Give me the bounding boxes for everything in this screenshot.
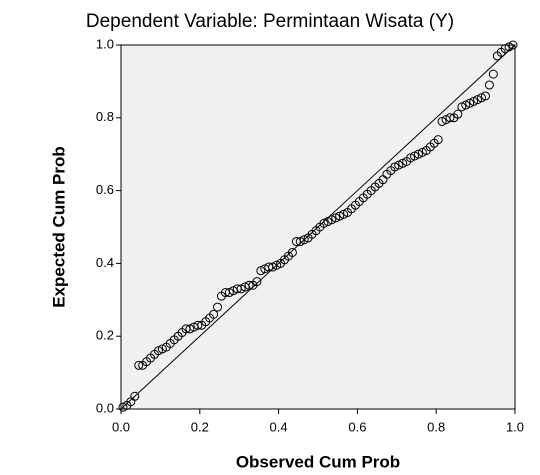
point: [457, 102, 467, 112]
point: [287, 247, 297, 257]
point: [339, 209, 349, 219]
x-tick-label: 0.4: [270, 419, 288, 434]
point: [295, 237, 305, 247]
point: [331, 213, 341, 223]
point: [213, 302, 223, 312]
point: [508, 40, 518, 50]
point: [406, 153, 416, 163]
point: [484, 80, 494, 90]
point: [252, 277, 262, 287]
point: [480, 91, 490, 101]
point: [327, 215, 337, 225]
point: [236, 284, 246, 294]
point: [473, 95, 483, 105]
y-tick-label: 0.4: [96, 255, 114, 270]
point: [453, 109, 463, 119]
point: [268, 262, 278, 272]
point: [209, 309, 219, 319]
point: [335, 211, 345, 221]
point: [224, 288, 234, 298]
point: [193, 320, 203, 330]
point: [417, 147, 427, 157]
x-tick-label: 1.0: [506, 419, 524, 434]
point: [390, 162, 400, 172]
point: [153, 346, 163, 356]
point: [465, 98, 475, 108]
point: [437, 116, 447, 126]
chart-title: Dependent Variable: Permintaan Wisata (Y…: [86, 11, 454, 32]
point: [134, 360, 144, 370]
x-tick-label: 0.8: [427, 419, 445, 434]
point: [244, 280, 254, 290]
point: [500, 44, 510, 54]
y-tick-label: 0.2: [96, 328, 114, 343]
y-axis-title: Expected Cum Prob: [49, 146, 68, 308]
point: [477, 93, 487, 103]
point: [299, 235, 309, 245]
point: [488, 69, 498, 79]
point: [256, 266, 266, 276]
point: [185, 324, 195, 334]
point: [410, 151, 420, 161]
x-tick-label: 0.6: [348, 419, 366, 434]
x-tick-label: 0.2: [191, 419, 209, 434]
x-tick-label: 0.0: [112, 419, 130, 434]
point: [398, 158, 408, 168]
point: [323, 217, 333, 227]
point: [469, 96, 479, 106]
point: [433, 135, 443, 145]
y-tick-label: 0.6: [96, 182, 114, 197]
x-axis-title: Observed Cum Prob: [236, 452, 400, 471]
y-tick-label: 0.8: [96, 109, 114, 124]
point: [394, 160, 404, 170]
point: [504, 42, 514, 52]
point: [445, 113, 455, 123]
point: [157, 344, 167, 354]
point: [130, 391, 140, 401]
y-tick-label: 1.0: [96, 36, 114, 51]
point: [461, 100, 471, 110]
point: [413, 149, 423, 159]
point: [319, 218, 329, 228]
point: [272, 260, 282, 270]
point: [118, 402, 128, 412]
y-tick-label: 0.0: [96, 400, 114, 415]
